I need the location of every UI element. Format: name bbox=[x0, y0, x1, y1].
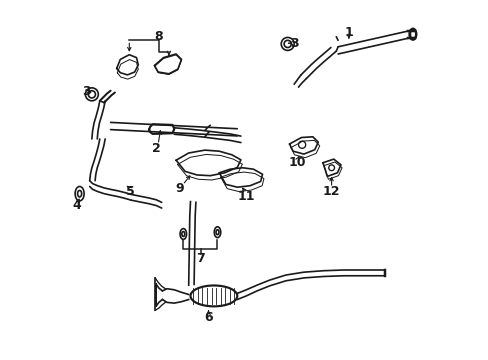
Text: 3: 3 bbox=[289, 37, 298, 50]
Text: 6: 6 bbox=[204, 311, 212, 324]
Text: 3: 3 bbox=[81, 85, 90, 98]
Text: 1: 1 bbox=[344, 26, 352, 39]
Text: 12: 12 bbox=[322, 185, 340, 198]
Text: 4: 4 bbox=[73, 199, 81, 212]
Text: 7: 7 bbox=[196, 252, 204, 265]
Text: 8: 8 bbox=[154, 30, 163, 42]
Text: 2: 2 bbox=[152, 142, 161, 155]
Text: 5: 5 bbox=[125, 185, 134, 198]
Text: 10: 10 bbox=[288, 156, 306, 169]
Text: 9: 9 bbox=[175, 182, 183, 195]
Text: 11: 11 bbox=[237, 190, 255, 203]
